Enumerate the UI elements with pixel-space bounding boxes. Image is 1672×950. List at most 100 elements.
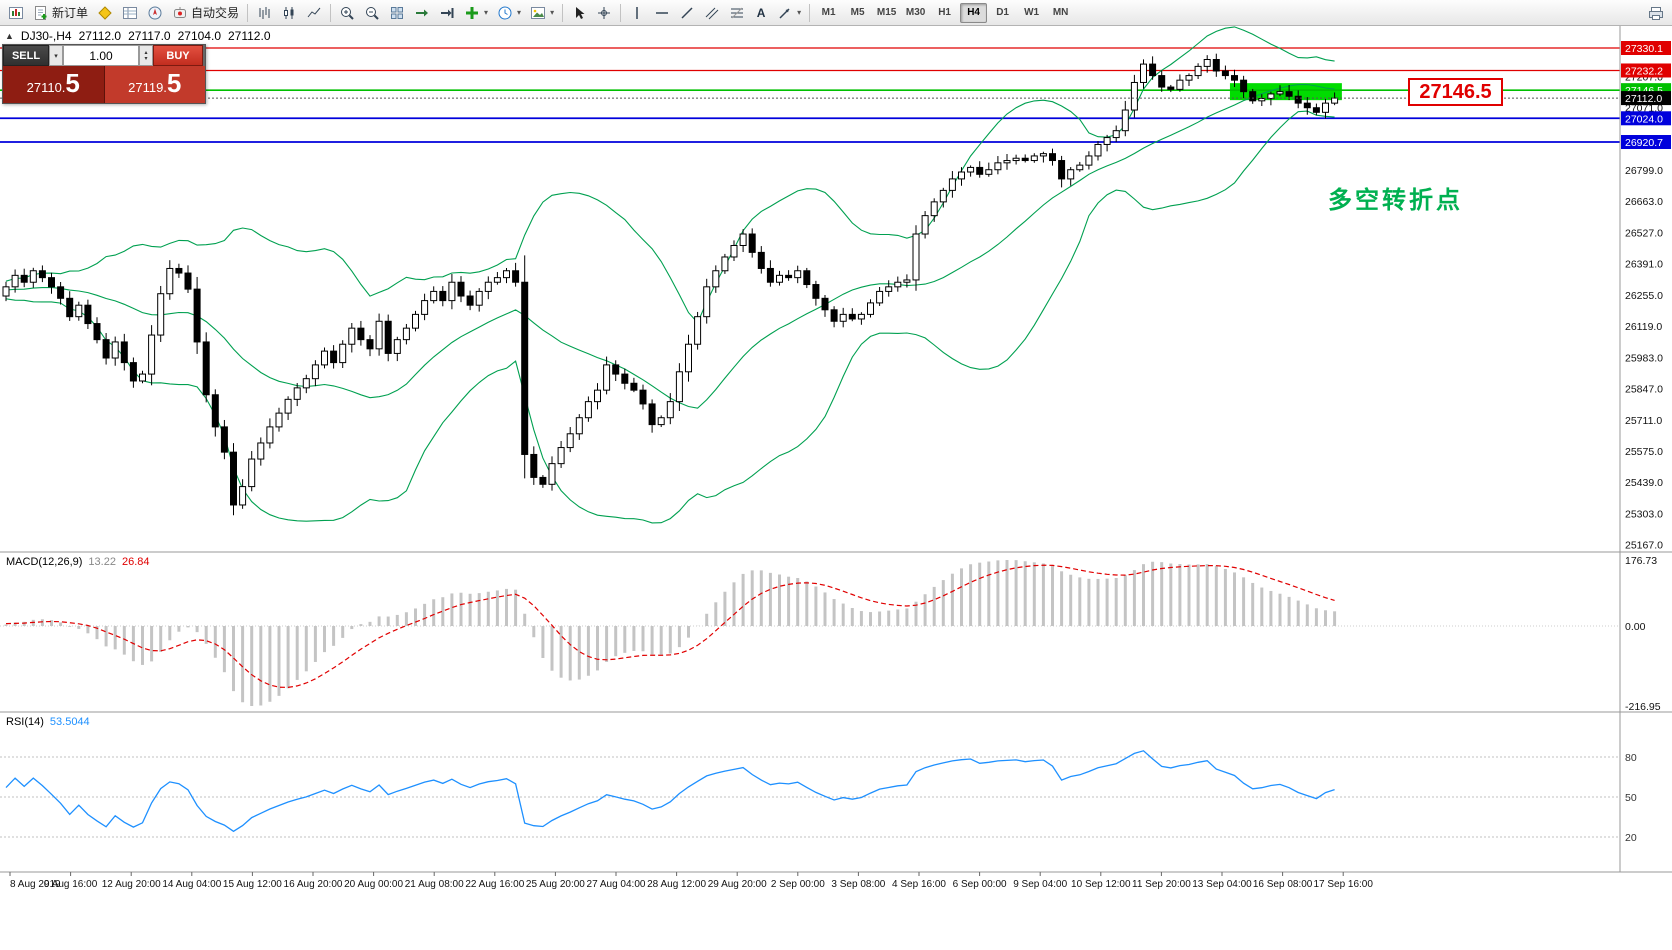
cursor-tool-button[interactable] bbox=[567, 2, 591, 24]
line-chart-mode-button[interactable] bbox=[302, 2, 326, 24]
svg-text:27330.1: 27330.1 bbox=[1625, 43, 1663, 55]
svg-text:20: 20 bbox=[1625, 832, 1637, 844]
svg-text:25167.0: 25167.0 bbox=[1625, 540, 1663, 552]
bar-chart-icon bbox=[259, 6, 270, 19]
toolbar-separator bbox=[562, 3, 564, 22]
bar-chart-mode-button[interactable] bbox=[252, 2, 276, 24]
timeframe-button-mn[interactable]: MN bbox=[1052, 7, 1069, 18]
buy-button[interactable]: BUY bbox=[153, 45, 203, 66]
timeframe-button-h1[interactable]: H1 bbox=[938, 7, 951, 18]
timeframe-button-m15[interactable]: M15 bbox=[876, 7, 897, 18]
macd-header: MACD(12,26,9) 13.22 26.84 bbox=[6, 556, 149, 568]
rsi-header: RSI(14) 53.5044 bbox=[6, 716, 90, 728]
candlestick-icon bbox=[284, 6, 294, 19]
svg-text:27 Aug 04:00: 27 Aug 04:00 bbox=[587, 879, 646, 890]
svg-text:26663.0: 26663.0 bbox=[1625, 196, 1663, 208]
svg-text:25575.0: 25575.0 bbox=[1625, 446, 1663, 458]
new-order-button[interactable]: 新订单 bbox=[29, 2, 92, 24]
horizontal-line-tool-button[interactable] bbox=[650, 2, 674, 24]
horizontal-line-objects bbox=[0, 47, 1620, 143]
symbol-period-label: DJ30-,H4 bbox=[20, 29, 72, 43]
vertical-line-tool-button[interactable] bbox=[625, 2, 649, 24]
ohlc-open: 27112.0 bbox=[78, 29, 122, 43]
svg-text:25 Aug 20:00: 25 Aug 20:00 bbox=[526, 879, 585, 890]
timeframe-button-h4[interactable]: H4 bbox=[960, 2, 988, 23]
navigator-icon bbox=[148, 6, 162, 19]
svg-text:4 Sep 16:00: 4 Sep 16:00 bbox=[892, 879, 946, 890]
crosshair-tool-button[interactable] bbox=[592, 2, 616, 24]
svg-text:29 Aug 20:00: 29 Aug 20:00 bbox=[708, 879, 767, 890]
svg-text:26119.0: 26119.0 bbox=[1625, 321, 1662, 333]
svg-text:28 Aug 12:00: 28 Aug 12:00 bbox=[647, 879, 706, 890]
svg-text:15 Aug 12:00: 15 Aug 12:00 bbox=[223, 879, 282, 890]
market-watch-button[interactable] bbox=[118, 2, 142, 24]
channel-icon bbox=[705, 7, 719, 19]
timeframe-button-m5[interactable]: M5 bbox=[850, 7, 865, 18]
volume-input[interactable] bbox=[63, 45, 139, 66]
channel-tool-button[interactable] bbox=[700, 2, 724, 24]
svg-text:25303.0: 25303.0 bbox=[1625, 508, 1663, 520]
timeframe-button-w1[interactable]: W1 bbox=[1024, 7, 1040, 18]
templates-button[interactable]: ▾ bbox=[526, 2, 558, 24]
svg-text:16 Aug 20:00: 16 Aug 20:00 bbox=[284, 879, 343, 890]
volume-dropdown-button[interactable]: ▾ bbox=[49, 45, 63, 66]
zoom-in-icon bbox=[341, 6, 354, 20]
turning-point-note[interactable]: 多空转折点 bbox=[1328, 187, 1463, 214]
buy-price-display[interactable]: 27119. 5 bbox=[103, 66, 205, 103]
volume-stepper[interactable]: ▴ ▾ bbox=[139, 45, 153, 66]
tile-windows-button[interactable] bbox=[385, 2, 409, 24]
chevron-down-icon: ▾ bbox=[484, 8, 489, 17]
auto-scroll-button[interactable] bbox=[410, 2, 434, 24]
one-click-toggle-icon[interactable]: ▲ bbox=[5, 31, 14, 41]
cursor-icon bbox=[576, 6, 585, 19]
zoom-in-button[interactable] bbox=[335, 2, 359, 24]
svg-text:12 Aug 20:00: 12 Aug 20:00 bbox=[102, 879, 161, 890]
autotrading-label: 自动交易 bbox=[191, 6, 240, 20]
ohlc-low: 27104.0 bbox=[177, 29, 221, 43]
svg-text:6 Sep 00:00: 6 Sep 00:00 bbox=[953, 879, 1007, 890]
svg-text:17 Sep 16:00: 17 Sep 16:00 bbox=[1313, 879, 1373, 890]
zoom-out-icon bbox=[366, 6, 379, 20]
price-chart-canvas[interactable]: 27207.027071.026799.026663.026527.026391… bbox=[0, 26, 1672, 950]
navigator-button[interactable] bbox=[143, 2, 167, 24]
text-tool-button[interactable]: A bbox=[750, 2, 772, 24]
svg-text:26527.0: 26527.0 bbox=[1625, 227, 1663, 239]
new-chart-button[interactable] bbox=[4, 2, 28, 24]
chevron-down-icon: ▾ bbox=[797, 8, 802, 17]
price-callout-label[interactable]: 27146.5 bbox=[1408, 78, 1503, 106]
candle-chart-mode-button[interactable] bbox=[277, 2, 301, 24]
svg-text:16 Sep 08:00: 16 Sep 08:00 bbox=[1253, 879, 1313, 890]
timeframe-button-d1[interactable]: D1 bbox=[996, 7, 1009, 18]
fibonacci-tool-button[interactable] bbox=[725, 2, 749, 24]
sell-button[interactable]: SELL bbox=[3, 45, 49, 66]
sell-price-display[interactable]: 27110. 5 bbox=[3, 66, 104, 103]
chart-shift-button[interactable] bbox=[435, 2, 459, 24]
zoom-out-button[interactable] bbox=[360, 2, 384, 24]
horizontal-line-icon bbox=[656, 11, 669, 14]
svg-text:14 Aug 04:00: 14 Aug 04:00 bbox=[162, 879, 221, 890]
autotrading-button[interactable]: 自动交易 bbox=[168, 2, 243, 24]
printer-icon bbox=[1649, 6, 1663, 20]
macd-signal-value: 26.84 bbox=[121, 556, 150, 568]
ohlc-high: 27117.0 bbox=[128, 29, 171, 43]
trendline-tool-button[interactable] bbox=[675, 2, 699, 24]
arrows-tool-button[interactable]: ▾ bbox=[773, 2, 805, 24]
price-axis-badges: 27330.127232.227146.527024.026920.727112… bbox=[1621, 41, 1671, 150]
print-button[interactable] bbox=[1644, 2, 1668, 24]
macd-panel bbox=[0, 560, 1620, 706]
timeframe-button-m30[interactable]: M30 bbox=[905, 7, 926, 18]
svg-text:26255.0: 26255.0 bbox=[1625, 290, 1663, 302]
svg-text:25983.0: 25983.0 bbox=[1625, 352, 1663, 364]
timeframe-button-m1[interactable]: M1 bbox=[821, 7, 836, 18]
arrow-symbol-icon bbox=[779, 7, 790, 19]
macd-title: MACD(12,26,9) bbox=[6, 556, 83, 568]
svg-text:25439.0: 25439.0 bbox=[1625, 477, 1663, 489]
periods-button[interactable]: ▾ bbox=[493, 2, 525, 24]
metaeditor-button[interactable] bbox=[93, 2, 117, 24]
toolbar-separator bbox=[330, 3, 332, 22]
add-indicator-button[interactable]: ▾ bbox=[460, 2, 492, 24]
ohlc-close: 27112.0 bbox=[228, 29, 271, 43]
svg-text:26391.0: 26391.0 bbox=[1625, 259, 1663, 271]
new-order-label: 新订单 bbox=[52, 6, 89, 20]
clock-icon bbox=[498, 6, 512, 19]
